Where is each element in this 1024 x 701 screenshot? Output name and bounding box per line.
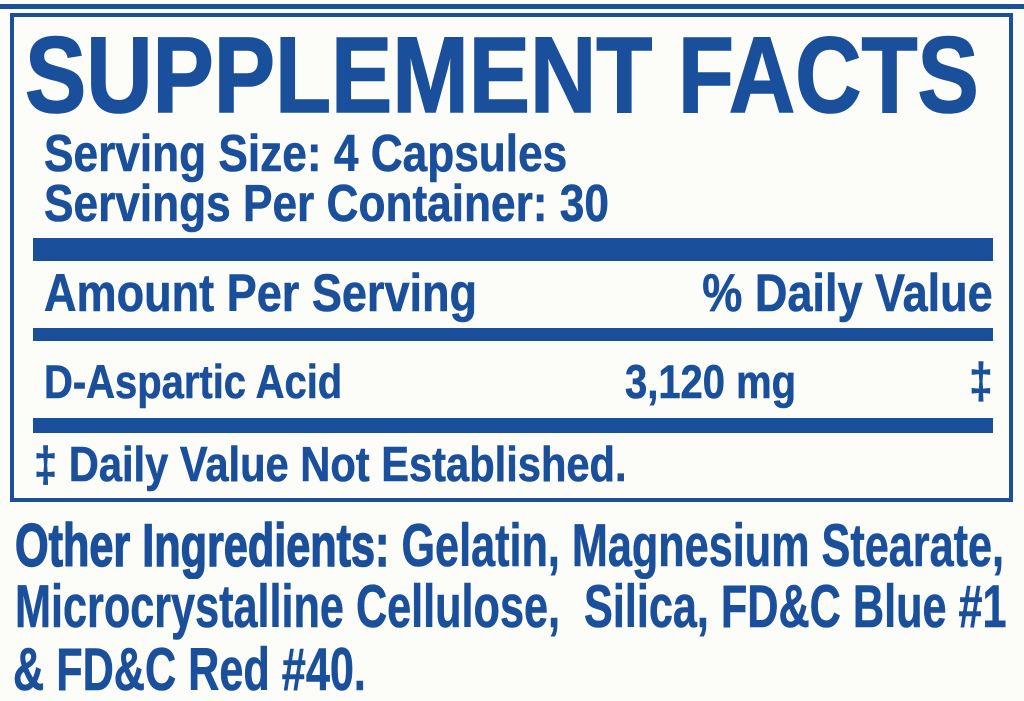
other-ingredients-label: Other Ingredients: [14, 512, 390, 579]
serving-size: Serving Size: 4 Capsules [44, 125, 568, 183]
column-header-daily-value: % Daily Value [702, 264, 993, 323]
column-header-amount-per-serving: Amount Per Serving [44, 264, 478, 323]
ingredient-name: D-Aspartic Acid [44, 355, 343, 408]
other-ingredients-line-3: & FD&C Red #40. [13, 636, 366, 701]
ingredient-daily-value-symbol: ‡ [969, 353, 993, 409]
servings-per-container: Servings Per Container: 30 [44, 175, 609, 233]
other-ingredients-line-2: Microcrystalline Cellulose, Silica, FD&C… [15, 573, 1007, 640]
header-divider-thick [33, 238, 993, 261]
column-header-divider [33, 328, 993, 341]
other-ingredients-text-1: Gelatin, Magnesium Stearate, [389, 512, 1005, 579]
daily-value-footnote: ‡ Daily Value Not Established. [34, 438, 627, 492]
top-border-bar [0, 4, 1024, 9]
panel-title: SUPPLEMENT FACTS [24, 14, 979, 135]
ingredient-amount: 3,120 mg [625, 355, 797, 408]
supplement-facts-panel-border [10, 13, 1013, 502]
row-divider [33, 418, 993, 433]
other-ingredients-line-1: Other Ingredients: Gelatin, Magnesium St… [14, 515, 1004, 577]
